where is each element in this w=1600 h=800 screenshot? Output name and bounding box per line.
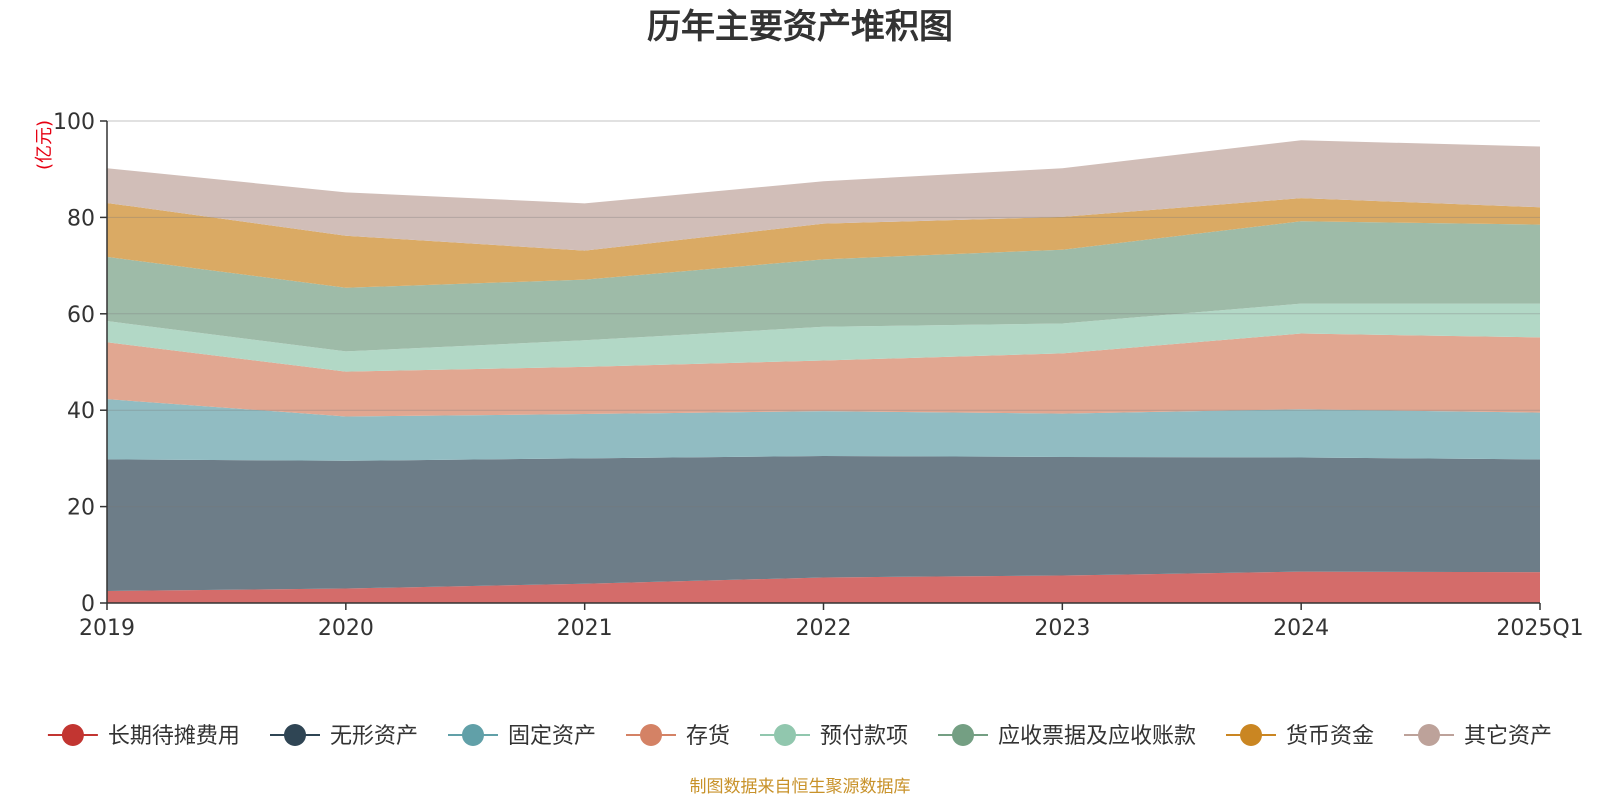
chart-title: 历年主要资产堆积图 xyxy=(647,7,953,47)
stacked-areas xyxy=(107,140,1540,603)
area-series-5 xyxy=(107,303,1540,372)
legend-label: 预付款项 xyxy=(820,724,908,749)
x-tick-label: 2025Q1 xyxy=(1496,616,1583,641)
legend-label: 长期待摊费用 xyxy=(108,724,240,749)
y-tick-label: 20 xyxy=(67,496,95,521)
x-tick-label: 2020 xyxy=(318,616,374,641)
legend-item: 长期待摊费用 xyxy=(47,724,240,749)
legend-item: 无形资产 xyxy=(270,724,418,749)
y-tick-label: 40 xyxy=(67,399,95,424)
legend-dot-icon xyxy=(284,724,306,746)
legend-dot-icon xyxy=(774,724,796,746)
legend: 长期待摊费用 无形资产 固定资产 存货 预付款项 应收票据及应收账款 货币资金 其它资产 xyxy=(47,724,1552,749)
area-series-3 xyxy=(107,399,1540,461)
x-tick-label: 2022 xyxy=(796,616,852,641)
legend-item: 货币资金 xyxy=(1226,724,1374,749)
legend-label: 存货 xyxy=(686,724,730,749)
area-series-2 xyxy=(107,455,1540,591)
source-note: 制图数据来自恒生聚源数据库 xyxy=(690,777,911,797)
legend-label: 固定资产 xyxy=(508,724,596,749)
legend-item: 固定资产 xyxy=(448,724,596,749)
x-tick-label: 2024 xyxy=(1273,616,1329,641)
y-tick-label: 60 xyxy=(67,303,95,328)
legend-dot-icon xyxy=(640,724,662,746)
y-axis-unit-label: (亿元) xyxy=(34,120,55,170)
legend-item: 存货 xyxy=(626,724,730,749)
legend-item: 其它资产 xyxy=(1404,724,1552,749)
legend-item: 应收票据及应收账款 xyxy=(938,724,1196,749)
area-series-6 xyxy=(107,221,1540,352)
area-series-7 xyxy=(107,198,1540,288)
legend-dot-icon xyxy=(1418,724,1440,746)
legend-dot-icon xyxy=(61,724,84,746)
x-tick-label: 2019 xyxy=(79,616,135,641)
legend-dot-icon xyxy=(1240,724,1262,746)
legend-label: 货币资金 xyxy=(1286,724,1374,749)
legend-dot-icon xyxy=(462,724,484,746)
legend-dot-icon xyxy=(952,724,974,746)
x-tick-label: 2023 xyxy=(1034,616,1090,641)
y-tick-label: 100 xyxy=(53,110,95,135)
y-tick-label: 80 xyxy=(67,206,95,231)
legend-item: 预付款项 xyxy=(760,724,908,749)
area-series-1 xyxy=(107,571,1540,603)
area-series-8 xyxy=(107,140,1540,251)
area-series-4 xyxy=(107,333,1540,417)
legend-label: 其它资产 xyxy=(1464,724,1552,749)
axes: 0 20 40 60 80 100 2019 2020 2021 2022 2023 2024 2025… xyxy=(53,110,1584,641)
legend-label: 应收票据及应收账款 xyxy=(998,724,1196,749)
legend-label: 无形资产 xyxy=(330,724,418,749)
x-tick-label: 2021 xyxy=(557,616,613,641)
y-tick-label: 0 xyxy=(81,592,95,617)
